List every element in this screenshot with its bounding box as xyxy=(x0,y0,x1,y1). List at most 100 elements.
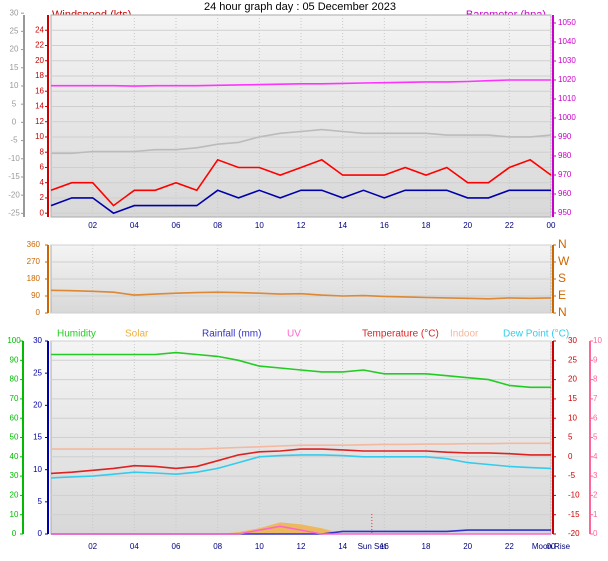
x-tick-label: 00 xyxy=(547,221,556,230)
x-tick-label: 06 xyxy=(172,221,181,230)
y4-tick-label: 9 xyxy=(593,355,598,364)
y-tick-label: 2 xyxy=(40,193,45,202)
y3-tick-label: -15 xyxy=(8,172,20,181)
y3-tick-label: 25 xyxy=(10,26,19,35)
y3-tick-label: 20 xyxy=(10,45,19,54)
y-tick-label: 180 xyxy=(27,274,41,283)
y2-tick-label: W xyxy=(558,254,570,268)
y4-tick-label: 1 xyxy=(593,510,598,519)
area xyxy=(51,522,551,534)
legend-entry: Dew Point (°C) xyxy=(503,329,569,340)
y-tick-label: 70 xyxy=(10,394,19,403)
x-tick-label: 20 xyxy=(463,221,472,230)
series-line xyxy=(50,289,552,300)
y2-tick-label: 980 xyxy=(558,151,572,160)
y4-tick-label: 3 xyxy=(593,471,598,480)
y3-tick-label: 15 xyxy=(10,63,19,72)
x-tick-label: 16 xyxy=(380,221,389,230)
x-tick-label: 04 xyxy=(130,221,139,230)
y2-tick-label: S xyxy=(558,271,566,285)
y-tick-label: 0 xyxy=(12,529,17,538)
legend-entry: Solar xyxy=(125,329,149,340)
x-tick-label: 18 xyxy=(422,221,431,230)
x-tick-label: 16 xyxy=(380,542,389,551)
y-tick-label: 10 xyxy=(10,510,19,519)
y2-tick-label: 1010 xyxy=(558,94,576,103)
y2-tick-label: 5 xyxy=(568,433,573,442)
y-tick-label: 4 xyxy=(40,178,45,187)
y2-tick-label: -10 xyxy=(568,491,580,500)
y3-tick-label: 0 xyxy=(12,117,17,126)
y2-tick-label: E xyxy=(558,288,566,302)
y-tick-label: 90 xyxy=(10,355,19,364)
y-tick-label: 0 xyxy=(36,308,41,317)
y3-tick-label: 0 xyxy=(38,529,43,538)
y2-tick-label: 20 xyxy=(568,375,577,384)
series-line xyxy=(51,128,552,155)
x-tick-label: 06 xyxy=(172,542,181,551)
y4-tick-label: 4 xyxy=(593,452,598,461)
x-tick-label: 02 xyxy=(88,542,97,551)
y3-tick-label: 30 xyxy=(33,336,42,345)
x-tick-label: 04 xyxy=(130,542,139,551)
x-tick-label: 12 xyxy=(297,542,306,551)
y3-tick-label: 25 xyxy=(33,368,42,377)
legend-entry: Indoor xyxy=(450,329,479,340)
y-tick-label: 8 xyxy=(40,147,45,156)
y-tick-label: 22 xyxy=(35,41,44,50)
legend-entry: Humidity xyxy=(57,329,96,340)
x-tick-label: 10 xyxy=(255,542,264,551)
y2-tick-label: 1040 xyxy=(558,37,576,46)
y2-tick-label: 990 xyxy=(558,132,572,141)
y3-tick-label: -5 xyxy=(10,136,18,145)
y3-tick-label: -10 xyxy=(8,154,20,163)
x-tick-label: 00 xyxy=(547,542,556,551)
x-tick-label: 02 xyxy=(88,221,97,230)
y4-tick-label: 8 xyxy=(593,375,598,384)
y3-tick-label: 10 xyxy=(10,81,19,90)
y-tick-label: 18 xyxy=(35,71,44,80)
y-tick-label: 40 xyxy=(10,452,19,461)
series-line xyxy=(50,454,552,479)
series-line xyxy=(51,442,551,450)
legend-entry: Temperature (°C) xyxy=(362,329,439,340)
y2-tick-label: N xyxy=(558,237,567,251)
x-tick-label: 14 xyxy=(338,221,347,230)
y4-tick-label: 5 xyxy=(593,433,598,442)
y-tick-label: 20 xyxy=(10,491,19,500)
y-tick-label: 360 xyxy=(27,240,41,249)
annotation: Sun Set xyxy=(358,542,387,551)
y-tick-label: 12 xyxy=(35,117,44,126)
y2-tick-label: -15 xyxy=(568,510,580,519)
series-line xyxy=(51,79,551,87)
series-line xyxy=(50,448,551,475)
y-tick-label: 90 xyxy=(31,291,40,300)
x-tick-label: 08 xyxy=(213,542,222,551)
y3-tick-label: -25 xyxy=(8,208,20,217)
x-tick-label: 20 xyxy=(463,542,472,551)
x-tick-label: 22 xyxy=(505,542,514,551)
legend-entry: Rainfall (mm) xyxy=(202,329,261,340)
x-tick-label: 14 xyxy=(338,542,347,551)
y4-tick-label: 10 xyxy=(593,336,602,345)
y3-tick-label: 5 xyxy=(12,99,17,108)
annotation: Moon Rise xyxy=(532,542,571,551)
series-line xyxy=(51,525,551,535)
y-tick-label: 16 xyxy=(35,86,44,95)
y-tick-label: 6 xyxy=(40,163,45,172)
y3-tick-label: 15 xyxy=(33,433,42,442)
y2-tick-label: 1020 xyxy=(558,75,576,84)
x-tick-label: 22 xyxy=(505,221,514,230)
y-tick-label: 24 xyxy=(35,25,44,34)
y2-tick-label: 15 xyxy=(568,394,577,403)
y2-tick-label: N xyxy=(558,305,567,319)
x-tick-label: 10 xyxy=(255,221,264,230)
x-tick-label: 12 xyxy=(297,221,306,230)
y2-tick-label: 25 xyxy=(568,355,577,364)
y2-tick-label: 10 xyxy=(568,413,577,422)
y3-tick-label: 20 xyxy=(33,400,42,409)
legend-entry: UV xyxy=(287,329,301,340)
y4-tick-label: 6 xyxy=(593,413,598,422)
y3-tick-label: 10 xyxy=(33,465,42,474)
y-tick-label: 80 xyxy=(10,375,19,384)
